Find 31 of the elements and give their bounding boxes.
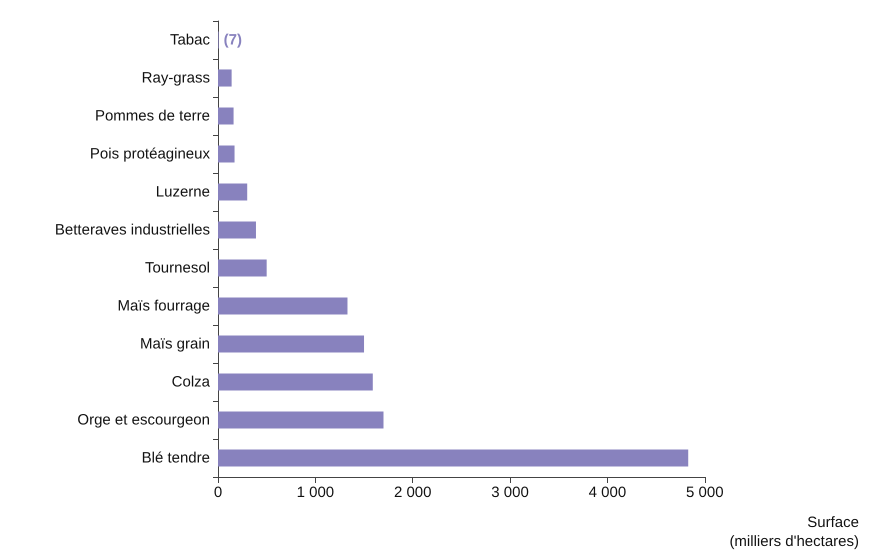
y-tick-label: Maïs fourrage bbox=[117, 298, 210, 314]
bar bbox=[218, 107, 234, 125]
bar bbox=[218, 259, 267, 277]
y-tick-label: Ray-grass bbox=[142, 70, 210, 86]
y-tick-label: Tournesol bbox=[144, 260, 210, 276]
y-tick-label: Pommes de terre bbox=[94, 108, 210, 124]
y-tick-label: Blé tendre bbox=[142, 450, 210, 466]
y-tick-label: Orge et escourgeon bbox=[77, 412, 210, 428]
bar bbox=[218, 297, 348, 315]
bar bbox=[218, 145, 235, 163]
bar bbox=[218, 449, 688, 467]
bar bbox=[218, 411, 384, 429]
y-tick-label: Pois protéagineux bbox=[90, 146, 210, 162]
bar bbox=[218, 373, 373, 391]
y-tick-label: Luzerne bbox=[156, 184, 210, 200]
bar bbox=[218, 221, 256, 239]
x-tick-label: 5 000 bbox=[686, 484, 724, 501]
y-tick-label: Maïs grain bbox=[140, 336, 210, 352]
x-tick-label: 1 000 bbox=[296, 484, 334, 501]
bar bbox=[218, 183, 248, 201]
x-tick-label: 0 bbox=[214, 484, 222, 501]
y-tick-label: Betteraves industrielles bbox=[54, 222, 210, 238]
bar bbox=[218, 335, 364, 353]
y-tick-label: Colza bbox=[172, 374, 211, 390]
bar bbox=[218, 69, 232, 87]
data-label: (7) bbox=[224, 32, 242, 48]
x-tick-label: 4 000 bbox=[588, 484, 626, 501]
y-tick-label: Tabac bbox=[170, 32, 210, 48]
x-tick-label: 3 000 bbox=[491, 484, 529, 501]
x-tick-label: 2 000 bbox=[394, 484, 432, 501]
x-axis-title: Surface (milliers d'hectares) bbox=[729, 514, 859, 550]
